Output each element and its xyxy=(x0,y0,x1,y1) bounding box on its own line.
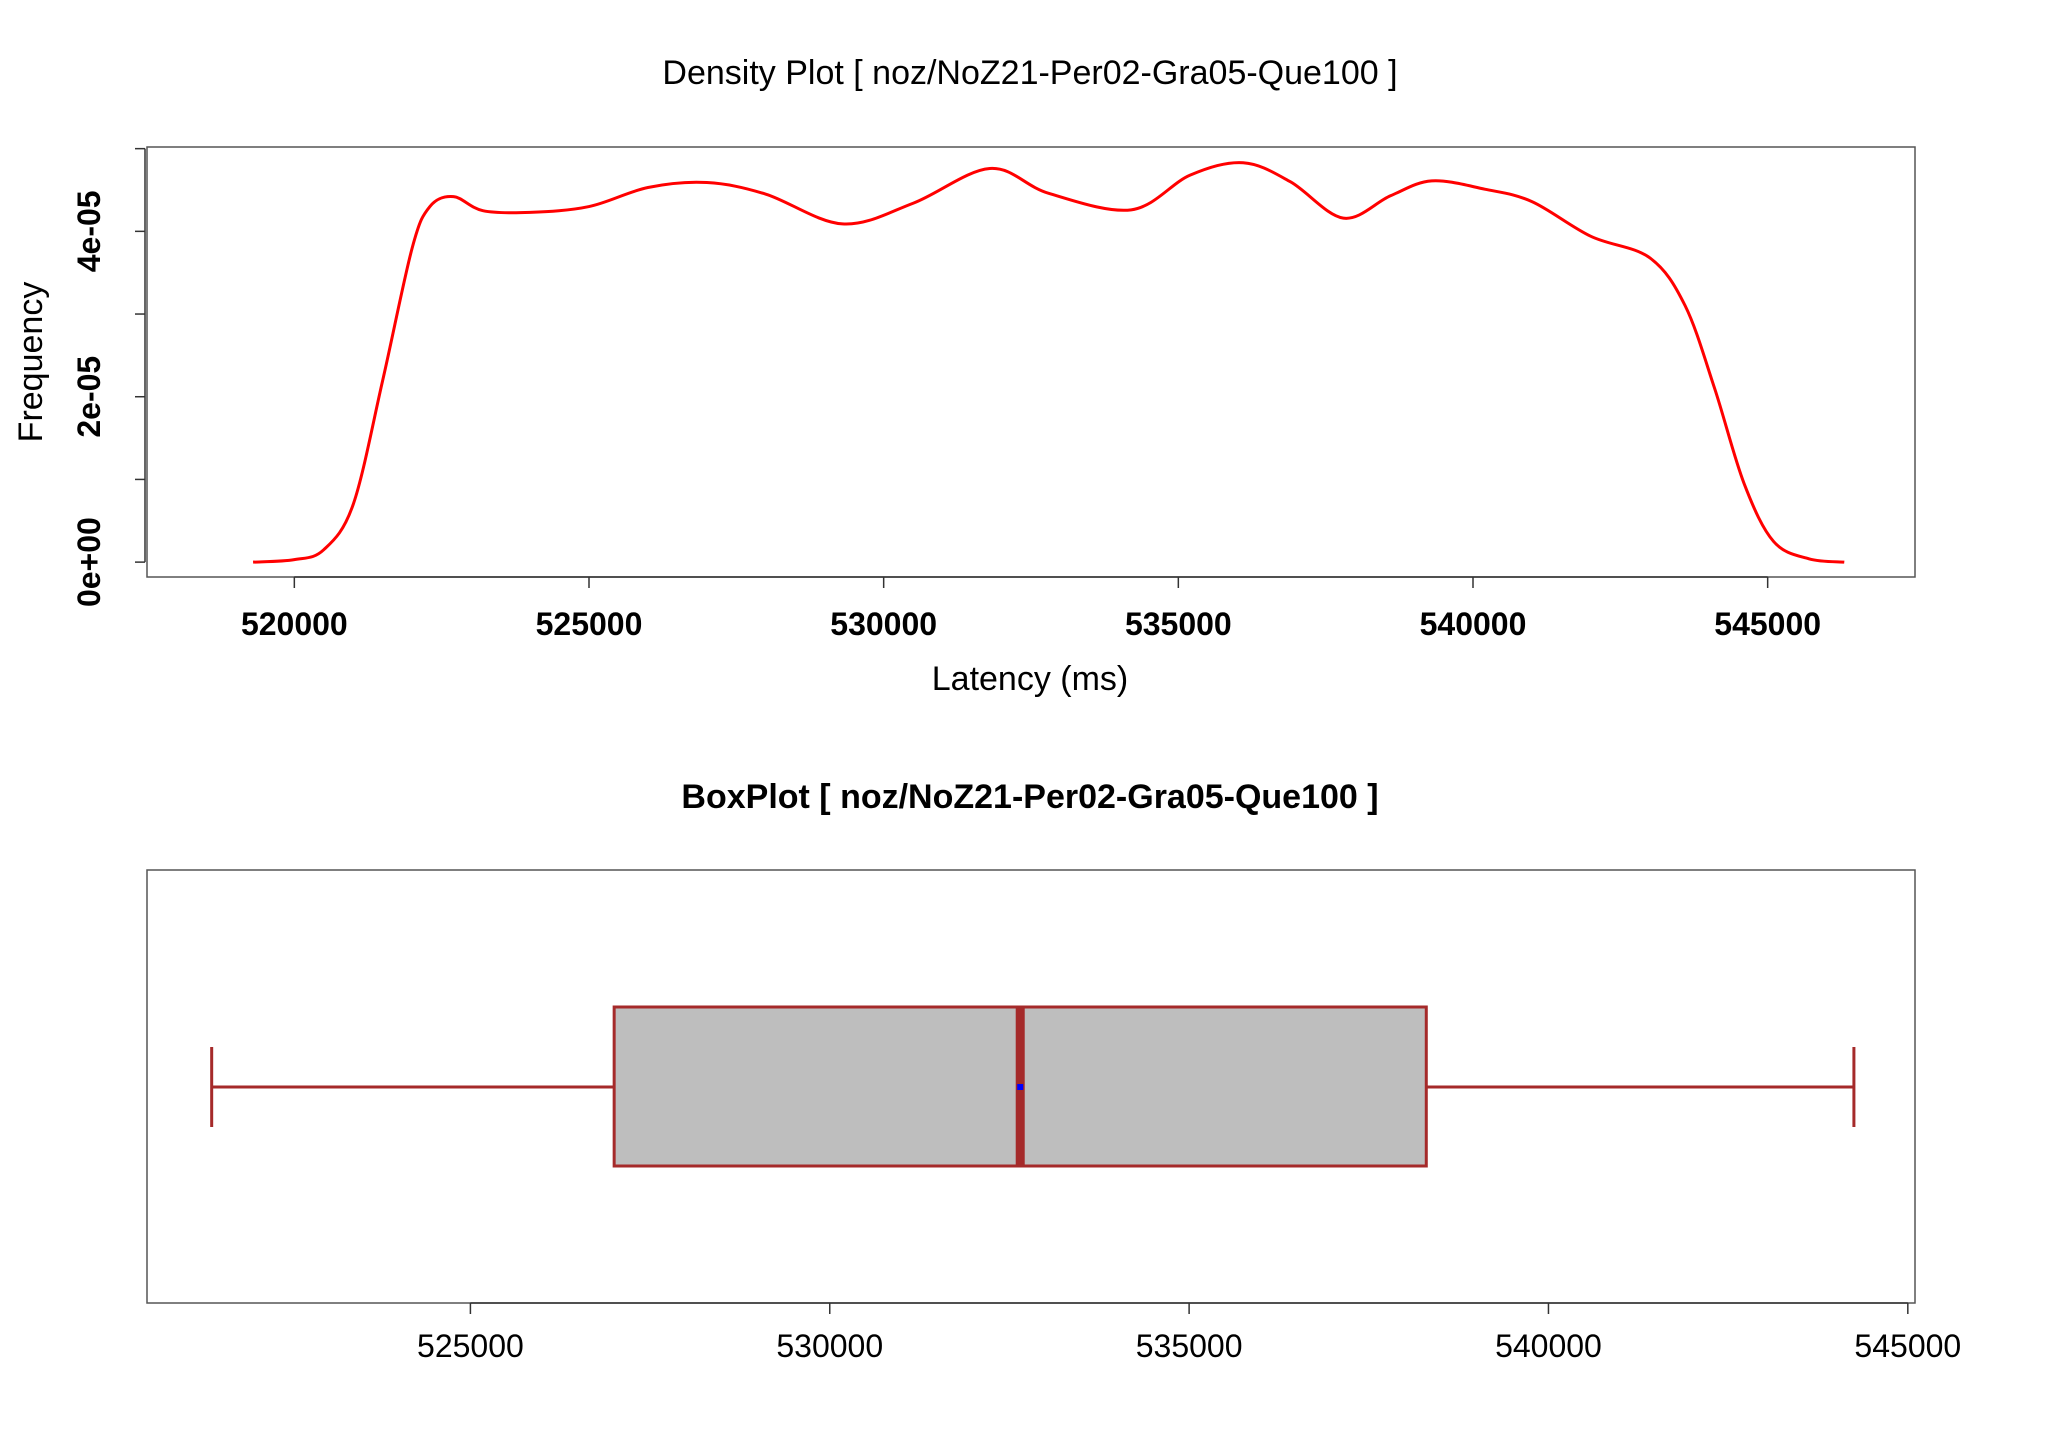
box-x-axis: 525000 530000 535000 540000 545000 xyxy=(417,1302,1961,1364)
density-x-tick-label: 545000 xyxy=(1714,606,1821,642)
density-series-line xyxy=(252,161,1845,564)
density-plot: Density Plot [ noz/NoZ21-Per02-Gra05-Que… xyxy=(12,54,1916,698)
density-x-tick-label: 530000 xyxy=(830,606,937,642)
density-y-axis: 0e+00 2e-05 4e-05 xyxy=(71,147,146,607)
density-x-axis-label: Latency (ms) xyxy=(932,660,1129,698)
density-x-axis: 520000 525000 530000 535000 540000 545000 xyxy=(241,576,1821,642)
box-x-tick-label: 530000 xyxy=(776,1328,883,1364)
box-x-tick-label: 535000 xyxy=(1136,1328,1243,1364)
density-x-tick-label: 535000 xyxy=(1125,606,1232,642)
density-y-tick-label: 2e-05 xyxy=(71,356,107,438)
density-x-tick-label: 525000 xyxy=(536,606,643,642)
density-x-tick-label: 540000 xyxy=(1420,606,1527,642)
box-x-tick-label: 540000 xyxy=(1495,1328,1602,1364)
box-x-tick-label: 525000 xyxy=(417,1328,524,1364)
density-plot-frame xyxy=(146,146,1916,578)
box-mean-point xyxy=(1017,1084,1024,1090)
box-plot: BoxPlot [ noz/NoZ21-Per02-Gra05-Que100 ]… xyxy=(146,778,1961,1364)
density-title: Density Plot [ noz/NoZ21-Per02-Gra05-Que… xyxy=(662,54,1397,92)
density-y-tick-label: 4e-05 xyxy=(71,190,107,272)
density-y-axis-label: Frequency xyxy=(12,282,50,443)
density-y-tick-label: 0e+00 xyxy=(71,517,107,607)
box-title: BoxPlot [ noz/NoZ21-Per02-Gra05-Que100 ] xyxy=(681,778,1378,816)
density-x-tick-label: 520000 xyxy=(241,606,348,642)
box-marks xyxy=(210,1005,1856,1168)
box-x-tick-label: 545000 xyxy=(1854,1328,1961,1364)
